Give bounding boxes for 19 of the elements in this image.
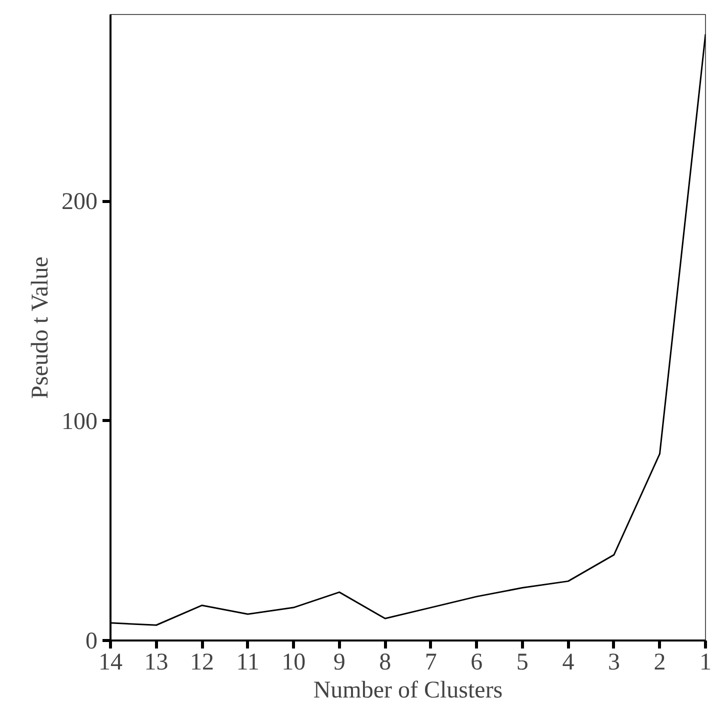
x-tick-label: 8 bbox=[379, 650, 392, 676]
x-tick-label: 11 bbox=[236, 650, 260, 676]
x-tick-label: 1 bbox=[700, 650, 712, 676]
y-axis-title: Pseudo t Value bbox=[28, 256, 54, 399]
x-tick-label: 5 bbox=[516, 650, 528, 676]
y-tick-label: 200 bbox=[62, 189, 98, 216]
y-tick-label: 100 bbox=[62, 408, 98, 435]
x-tick-label: 2 bbox=[654, 650, 666, 676]
x-tick-label: 13 bbox=[144, 650, 168, 676]
x-tick-label: 6 bbox=[470, 650, 483, 676]
x-tick-label: 14 bbox=[98, 650, 122, 676]
x-tick-label: 10 bbox=[282, 650, 306, 676]
x-tick-label: 12 bbox=[190, 650, 214, 676]
x-tick-label: 9 bbox=[333, 650, 346, 676]
x-axis-title: Number of Clusters bbox=[313, 678, 503, 704]
x-tick-label: 7 bbox=[424, 650, 437, 676]
y-tick-label: 0 bbox=[86, 628, 98, 654]
x-tick-label: 3 bbox=[608, 650, 620, 676]
x-tick-label: 4 bbox=[562, 650, 574, 676]
